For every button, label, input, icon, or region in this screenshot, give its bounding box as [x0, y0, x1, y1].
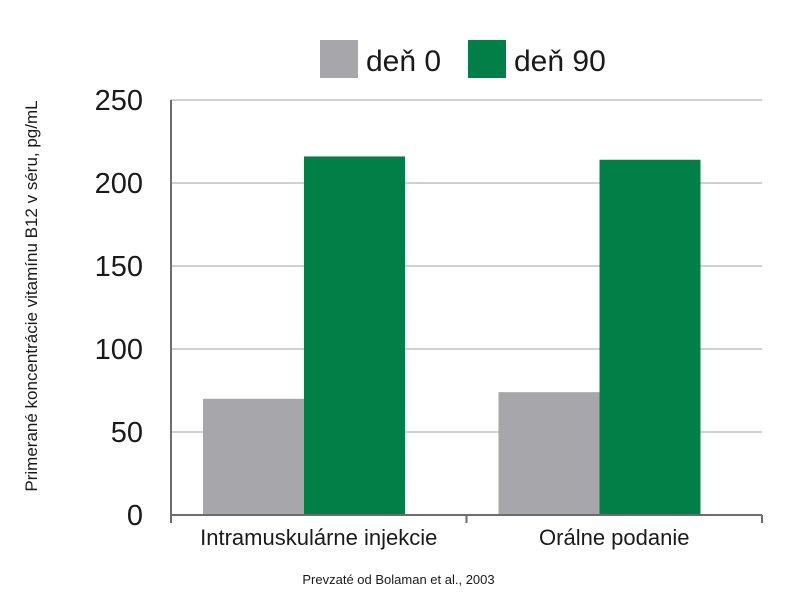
category-label: Orálne podanie: [539, 525, 689, 550]
category-labels: Intramuskulárne injekcie Orálne podanie: [200, 525, 689, 550]
category-label: Intramuskulárne injekcie: [200, 525, 437, 550]
legend: deň 0 deň 90: [320, 40, 606, 78]
y-tick-label: 200: [95, 168, 143, 200]
bar: [498, 392, 600, 515]
legend-label: deň 0: [366, 45, 441, 78]
legend-swatch: [468, 40, 506, 78]
y-axis-label: Primerané koncentrácie vitamínu B12 v sé…: [22, 100, 41, 491]
legend-swatch: [320, 40, 358, 78]
y-tick-label: 100: [95, 334, 143, 366]
y-tick-label: 150: [95, 251, 143, 283]
y-tick-label: 0: [127, 500, 143, 532]
bar: [304, 156, 405, 515]
legend-label: deň 90: [514, 45, 606, 78]
axes: [170, 100, 763, 523]
bar: [203, 398, 304, 515]
y-tick-label: 250: [95, 85, 143, 117]
y-tick-labels: 0 50 100 150 200 250: [95, 85, 143, 532]
y-tick-label: 50: [111, 417, 143, 449]
bar: [599, 159, 701, 515]
bars: [203, 156, 701, 515]
source-note: Prevzaté od Bolaman et al., 2003: [302, 572, 495, 587]
